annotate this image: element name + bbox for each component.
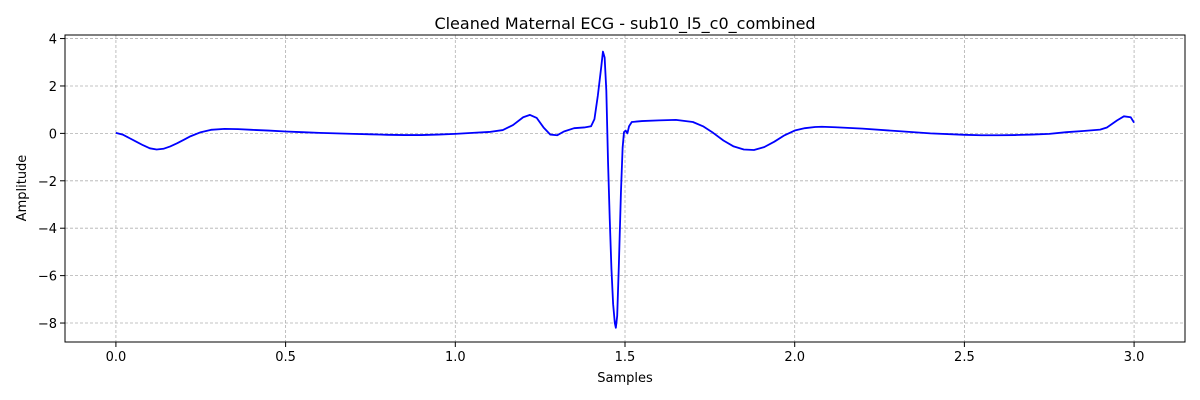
x-axis: 0.0 0.5 1.0 1.5 2.0 2.5 3.0 bbox=[106, 342, 1145, 365]
x-tick-label: 0.5 bbox=[275, 350, 296, 365]
x-axis-label: Samples bbox=[597, 371, 653, 386]
y-tick-label: −6 bbox=[38, 270, 57, 285]
y-tick-label: 2 bbox=[49, 80, 57, 95]
x-tick-label: 0.0 bbox=[106, 350, 127, 365]
x-tick-label: 2.5 bbox=[954, 350, 975, 365]
ecg-series-line bbox=[115, 50, 1135, 329]
chart-title: Cleaned Maternal ECG - sub10_l5_c0_combi… bbox=[434, 14, 815, 34]
y-tick-label: 0 bbox=[49, 127, 57, 142]
x-tick-label: 2.0 bbox=[784, 350, 805, 365]
series-layer bbox=[115, 50, 1135, 329]
y-tick-label: −2 bbox=[38, 175, 57, 190]
y-tick-label: −8 bbox=[38, 317, 57, 332]
grid bbox=[65, 35, 1185, 342]
y-tick-label: 4 bbox=[49, 33, 57, 48]
x-tick-label: 3.0 bbox=[1124, 350, 1145, 365]
x-tick-label: 1.5 bbox=[615, 350, 636, 365]
y-axis-label: Amplitude bbox=[15, 155, 30, 222]
x-tick-label: 1.0 bbox=[445, 350, 466, 365]
y-tick-label: −4 bbox=[38, 222, 57, 237]
y-axis: −8 −6 −4 −2 0 2 4 bbox=[38, 33, 65, 332]
